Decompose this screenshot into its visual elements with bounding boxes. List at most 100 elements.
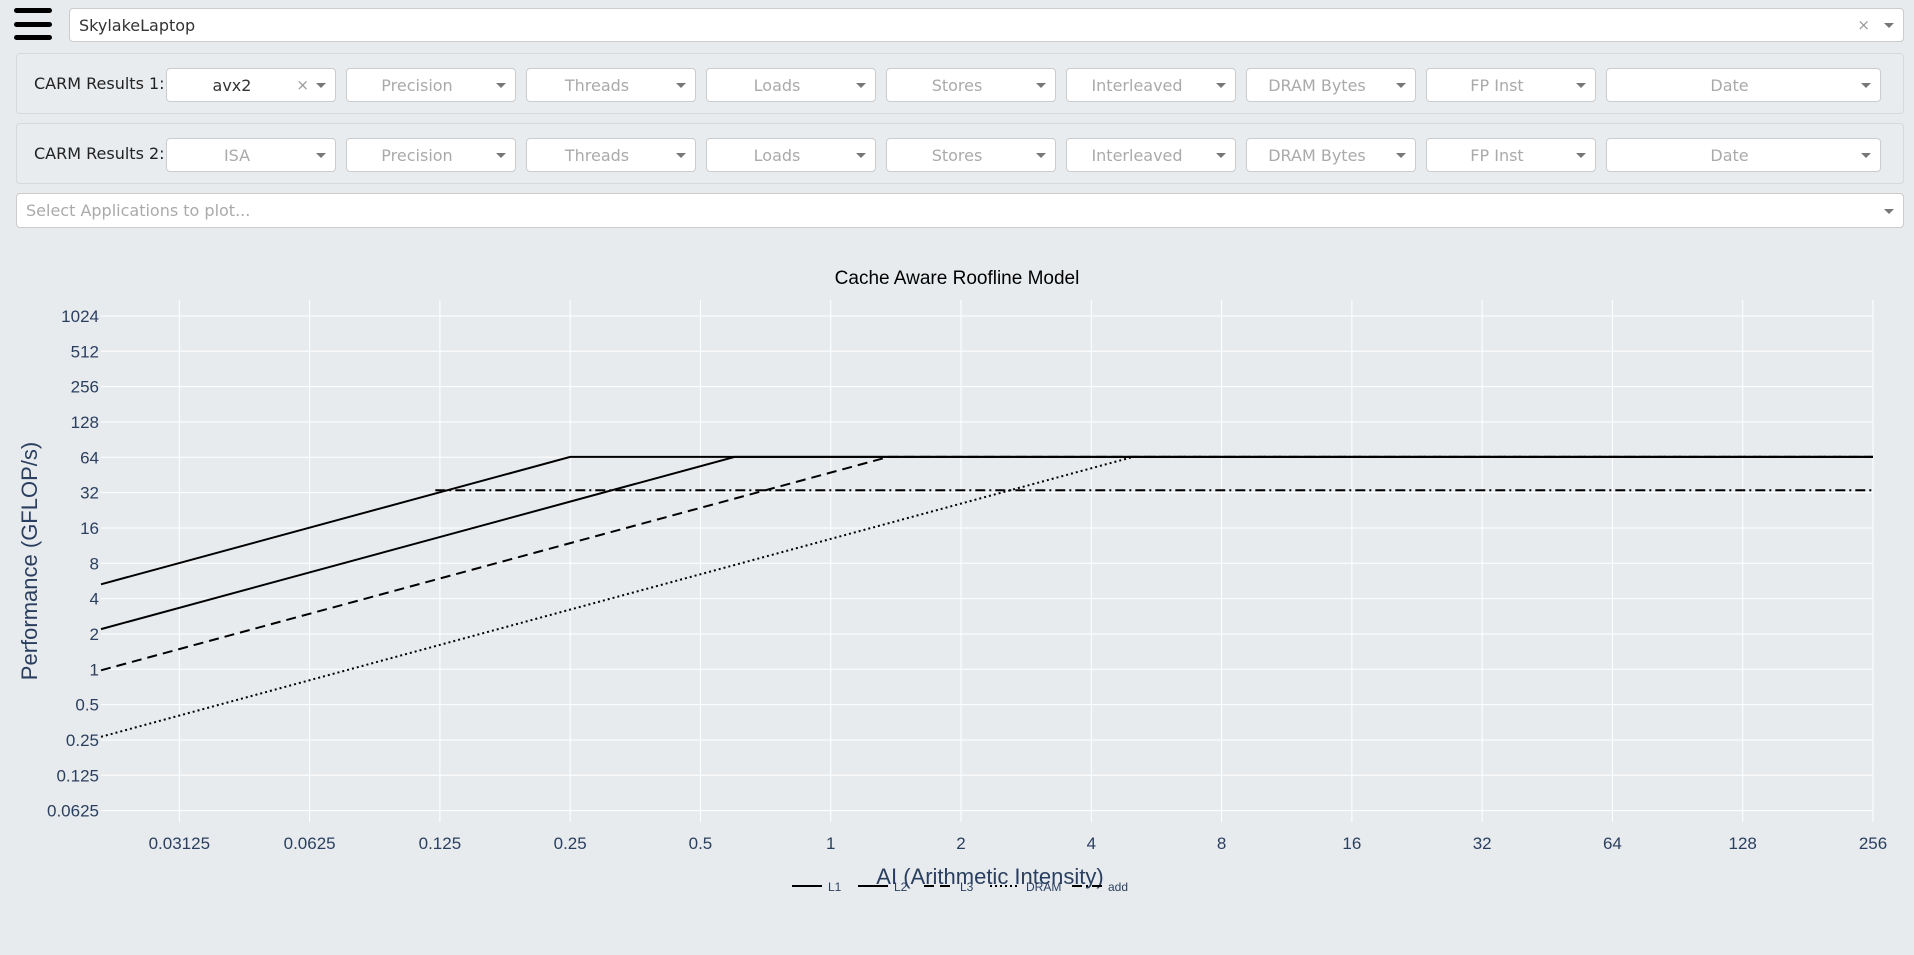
- chevron-down-icon[interactable]: [1884, 208, 1894, 214]
- stores-select-2[interactable]: Stores: [886, 138, 1056, 172]
- dram-bytes-select-2-placeholder: DRAM Bytes: [1268, 145, 1366, 165]
- applications-select[interactable]: Select Applications to plot...: [16, 193, 1904, 228]
- applications-placeholder: Select Applications to plot...: [26, 201, 251, 220]
- x-tick-label: 256: [1859, 834, 1887, 853]
- y-tick-label: 2: [90, 625, 99, 644]
- series-line-l2: [100, 455, 1873, 631]
- y-tick-label: 1024: [61, 307, 99, 326]
- isa-select-1[interactable]: avx2 ×: [166, 68, 336, 102]
- chevron-down-icon[interactable]: [496, 83, 506, 88]
- chevron-down-icon[interactable]: [1884, 23, 1894, 28]
- chevron-down-icon[interactable]: [1396, 83, 1406, 88]
- dram-bytes-select-1-placeholder: DRAM Bytes: [1268, 75, 1366, 95]
- chevron-down-icon[interactable]: [1576, 153, 1586, 158]
- chevron-down-icon[interactable]: [1036, 153, 1046, 158]
- y-axis-title: Performance (GFLOP/s): [17, 442, 42, 680]
- stores-select-2-placeholder: Stores: [931, 145, 983, 165]
- series-line-dram: [100, 455, 1873, 738]
- chevron-down-icon[interactable]: [1216, 153, 1226, 158]
- stores-select-1-placeholder: Stores: [931, 75, 983, 95]
- carm-results-1-label: CARM Results 1:: [34, 74, 165, 93]
- date-select-1-placeholder: Date: [1710, 75, 1749, 95]
- threads-select-1[interactable]: Threads: [526, 68, 696, 102]
- chevron-down-icon[interactable]: [1861, 153, 1871, 158]
- chevron-down-icon[interactable]: [1396, 153, 1406, 158]
- chevron-down-icon[interactable]: [1576, 83, 1586, 88]
- isa-select-2[interactable]: ISA: [166, 138, 336, 172]
- carm-results-1-panel: CARM Results 1: avx2 × Precision Threads…: [16, 53, 1904, 114]
- chevron-down-icon[interactable]: [1861, 83, 1871, 88]
- chevron-down-icon[interactable]: [1036, 83, 1046, 88]
- chevron-down-icon[interactable]: [676, 153, 686, 158]
- y-tick-label: 4: [90, 590, 99, 609]
- precision-select-2-placeholder: Precision: [381, 145, 453, 165]
- clear-isa-1-icon[interactable]: ×: [296, 76, 309, 94]
- precision-select-2[interactable]: Precision: [346, 138, 516, 172]
- y-tick-label: 1: [90, 660, 99, 679]
- legend-label-l2: L2: [894, 880, 908, 894]
- y-tick-label: 512: [71, 342, 99, 361]
- interleaved-select-1[interactable]: Interleaved: [1066, 68, 1236, 102]
- carm-results-2-panel: CARM Results 2: ISA Precision Threads Lo…: [16, 123, 1904, 184]
- x-tick-label: 0.0625: [284, 834, 336, 853]
- interleaved-select-2-placeholder: Interleaved: [1091, 145, 1183, 165]
- y-tick-label: 64: [80, 448, 99, 467]
- threads-select-1-placeholder: Threads: [564, 75, 630, 95]
- chevron-down-icon[interactable]: [316, 153, 326, 158]
- dram-bytes-select-2[interactable]: DRAM Bytes: [1246, 138, 1416, 172]
- loads-select-1-placeholder: Loads: [753, 75, 801, 95]
- precision-select-1[interactable]: Precision: [346, 68, 516, 102]
- threads-select-2[interactable]: Threads: [526, 138, 696, 172]
- chevron-down-icon[interactable]: [856, 83, 866, 88]
- chevron-down-icon[interactable]: [676, 83, 686, 88]
- x-tick-label: 0.25: [554, 834, 587, 853]
- y-tick-label: 0.5: [75, 696, 99, 715]
- y-tick-label: 8: [90, 554, 99, 573]
- x-axis-title: AI (Arithmetic Intensity): [876, 864, 1103, 889]
- date-select-2[interactable]: Date: [1606, 138, 1881, 172]
- hamburger-menu-icon[interactable]: [14, 8, 52, 40]
- chevron-down-icon[interactable]: [856, 153, 866, 158]
- chevron-down-icon[interactable]: [1216, 83, 1226, 88]
- machine-select[interactable]: SkylakeLaptop ×: [69, 8, 1904, 42]
- interleaved-select-2[interactable]: Interleaved: [1066, 138, 1236, 172]
- fp-inst-select-1[interactable]: FP Inst: [1426, 68, 1596, 102]
- stores-select-1[interactable]: Stores: [886, 68, 1056, 102]
- x-tick-label: 32: [1473, 834, 1492, 853]
- x-tick-label: 64: [1603, 834, 1622, 853]
- chart-title: Cache Aware Roofline Model: [834, 268, 1080, 289]
- x-tick-label: 0.5: [689, 834, 713, 853]
- y-tick-label: 128: [71, 413, 99, 432]
- date-select-1[interactable]: Date: [1606, 68, 1881, 102]
- fp-inst-select-2-placeholder: FP Inst: [1470, 145, 1524, 165]
- machine-select-value: SkylakeLaptop: [79, 15, 196, 35]
- series-line-l1: [100, 455, 1873, 586]
- threads-select-2-placeholder: Threads: [564, 145, 630, 165]
- roofline-chart: 0.03125 0.0625 0.125 0.25 0.5 1 2 4 8 16 32 64 128 25…: [17, 300, 1887, 894]
- y-tick-label: 0.25: [66, 731, 99, 750]
- x-tick-label: 128: [1729, 834, 1757, 853]
- x-tick-label: 16: [1342, 834, 1361, 853]
- y-tick-label: 16: [80, 519, 99, 538]
- carm-results-2-label: CARM Results 2:: [34, 144, 165, 163]
- legend-label-l3: L3: [960, 880, 974, 894]
- loads-select-2[interactable]: Loads: [706, 138, 876, 172]
- fp-inst-select-1-placeholder: FP Inst: [1470, 75, 1524, 95]
- chevron-down-icon[interactable]: [496, 153, 506, 158]
- isa-select-1-value: avx2: [212, 75, 252, 95]
- loads-select-1[interactable]: Loads: [706, 68, 876, 102]
- interleaved-select-1-placeholder: Interleaved: [1091, 75, 1183, 95]
- legend-label-add: add: [1108, 880, 1128, 894]
- fp-inst-select-2[interactable]: FP Inst: [1426, 138, 1596, 172]
- chevron-down-icon[interactable]: [316, 83, 326, 88]
- dram-bytes-select-1[interactable]: DRAM Bytes: [1246, 68, 1416, 102]
- precision-select-1-placeholder: Precision: [381, 75, 453, 95]
- clear-machine-icon[interactable]: ×: [1857, 16, 1870, 34]
- x-tick-label: 0.125: [419, 834, 462, 853]
- x-tick-label: 8: [1217, 834, 1226, 853]
- loads-select-2-placeholder: Loads: [753, 145, 801, 165]
- x-tick-label: 0.03125: [149, 834, 210, 853]
- x-tick-label: 4: [1087, 834, 1096, 853]
- x-tick-label: 1: [826, 834, 835, 853]
- y-tick-label: 32: [80, 484, 99, 503]
